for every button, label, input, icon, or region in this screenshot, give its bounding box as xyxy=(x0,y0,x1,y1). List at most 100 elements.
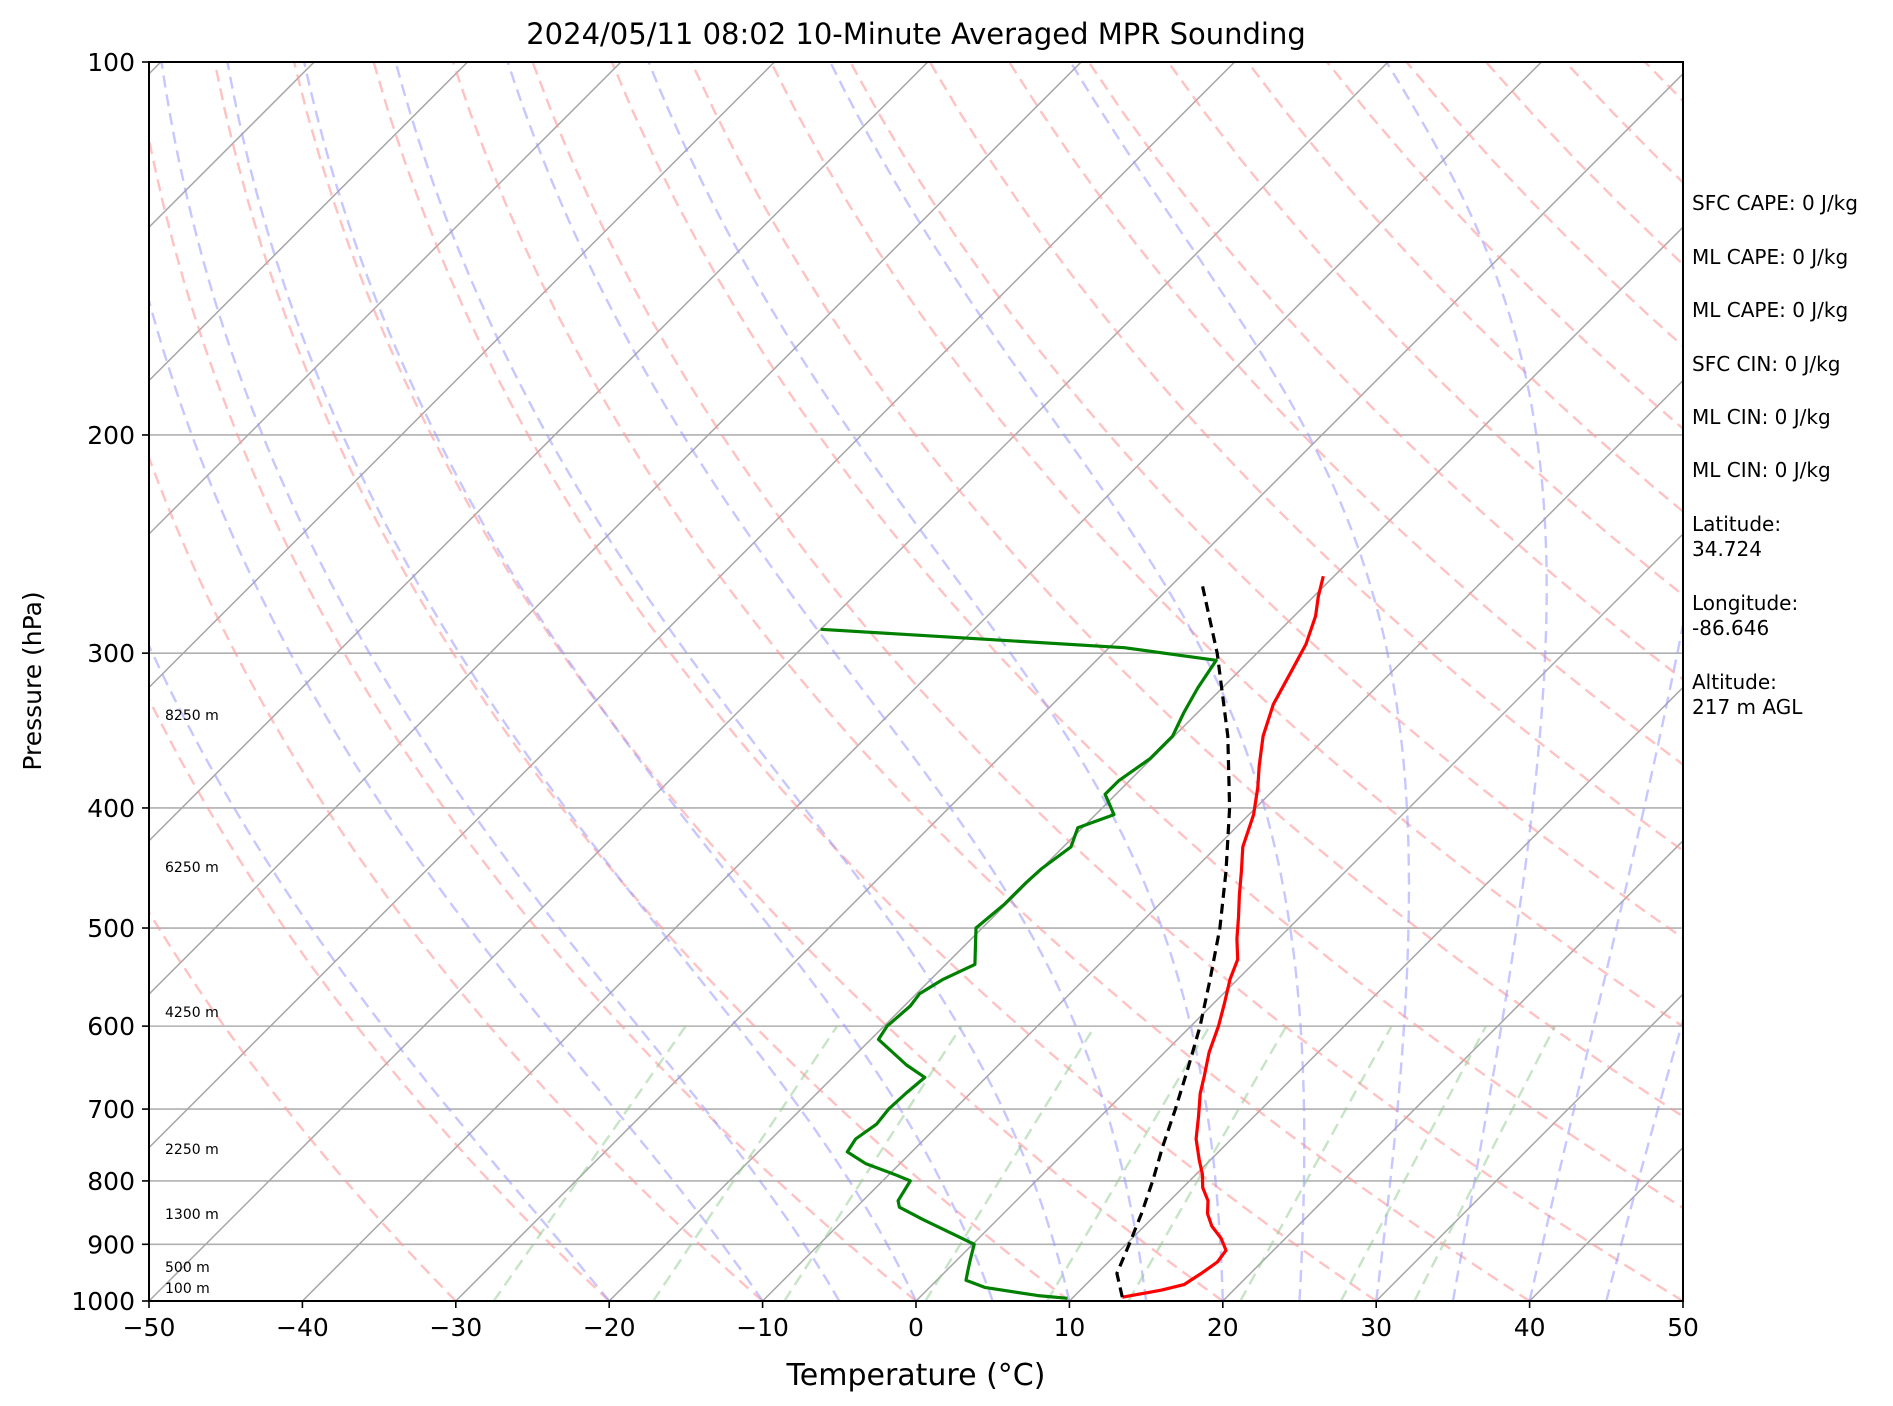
dry-adiabat-line xyxy=(372,62,1377,1301)
dry-adiabat-line xyxy=(149,454,764,1301)
axes: −50 −40 −30 −20 −10 0 10 20 30 40 50 1000 900 800 700 6… xyxy=(71,48,1699,1342)
y-tick-label: 300 xyxy=(87,639,135,668)
chart-title: 2024/05/11 08:02 10-Minute Averaged MPR … xyxy=(526,17,1306,51)
x-tick-label: −10 xyxy=(736,1313,789,1342)
dry-adiabat-line xyxy=(149,696,611,1301)
ml-cape-text: ML CAPE: 0 J/kg xyxy=(1692,245,1849,269)
reference-lines xyxy=(0,62,1683,1301)
x-tick-label: 50 xyxy=(1667,1313,1699,1342)
isotherm-line xyxy=(915,532,1683,1301)
isotherm-line xyxy=(301,62,1542,1301)
dry-adiabat-line xyxy=(849,62,1683,940)
x-tick-label: 30 xyxy=(1360,1313,1392,1342)
moist-adiabat-line xyxy=(394,62,1071,1301)
isotherm-line xyxy=(1222,839,1683,1301)
x-tick-label: −30 xyxy=(429,1313,482,1342)
height-label: 2250 m xyxy=(165,1142,219,1158)
x-tick-label: −50 xyxy=(123,1313,176,1342)
x-axis-label: Temperature (°C) xyxy=(786,1358,1046,1393)
y-tick-label: 800 xyxy=(87,1167,135,1196)
y-tick-label: 1000 xyxy=(71,1287,135,1316)
y-axis-label: Pressure (hPa) xyxy=(18,591,47,770)
isotherm-line xyxy=(149,62,315,229)
mixing-ratio-line xyxy=(492,1025,687,1301)
dry-adiabat-line xyxy=(149,910,457,1301)
y-tick-label: 500 xyxy=(87,914,135,943)
isotherm-line xyxy=(455,72,1683,1301)
mixing-ratio-line xyxy=(1239,1025,1393,1301)
height-label: 100 m xyxy=(165,1281,210,1297)
dry-adiabat-line xyxy=(769,62,1683,1028)
mixing-ratio-line xyxy=(652,1025,839,1301)
height-label: 6250 m xyxy=(165,860,219,876)
isotherm-line xyxy=(149,62,1236,1149)
isotherm-line xyxy=(149,62,929,842)
dewpoint-line xyxy=(820,627,1218,1300)
isotherm-line xyxy=(149,62,1082,996)
isotherm-line xyxy=(149,62,1389,1301)
dry-adiabat-line xyxy=(610,62,1683,1210)
mixing-ratio-line xyxy=(783,1025,963,1301)
isotherm-line xyxy=(149,62,775,689)
height-label: 500 m xyxy=(165,1260,210,1276)
isotherm-line xyxy=(762,379,1683,1301)
sfc-cin-text: SFC CIN: 0 J/kg xyxy=(1692,352,1841,376)
y-tick-label: 600 xyxy=(87,1012,135,1041)
temperature-line xyxy=(1122,575,1325,1299)
y-tick-label: 200 xyxy=(87,421,135,450)
mixing-ratio-line xyxy=(924,1025,1096,1301)
sfc-cape-text: SFC CAPE: 0 J/kg xyxy=(1692,191,1858,215)
dry-adiabat-line xyxy=(149,133,917,1301)
latitude-text: Latitude: 34.724 xyxy=(1692,512,1782,561)
moist-adiabat-line xyxy=(226,62,918,1301)
dry-adiabat-line xyxy=(531,62,1683,1301)
moist-adiabat-line xyxy=(829,62,1306,1301)
y-tick-label: 100 xyxy=(87,48,135,77)
dry-adiabat-line xyxy=(213,62,1071,1301)
height-label: 4250 m xyxy=(165,1005,219,1021)
x-tick-label: −20 xyxy=(583,1313,636,1342)
dry-adiabat-line xyxy=(690,62,1683,1118)
sounding-lines xyxy=(820,575,1325,1300)
ml-cin-text-2: ML CIN: 0 J/kg xyxy=(1692,458,1831,482)
mixing-ratio-line xyxy=(1339,1025,1488,1301)
height-label: 1300 m xyxy=(165,1207,219,1223)
mixing-ratio-line xyxy=(1127,1025,1288,1301)
ml-cin-text: ML CIN: 0 J/kg xyxy=(1692,405,1831,429)
moist-adiabat-line xyxy=(647,62,1224,1301)
x-tick-label: 40 xyxy=(1514,1313,1546,1342)
x-tick-label: −40 xyxy=(276,1313,329,1342)
parcel-path-line xyxy=(1115,586,1232,1298)
dry-adiabat-line xyxy=(1167,62,1683,597)
moist-adiabat-line xyxy=(1069,62,1411,1301)
isotherm-line xyxy=(149,62,469,382)
ml-cape-text-2: ML CAPE: 0 J/kg xyxy=(1692,298,1849,322)
x-tick-label: 20 xyxy=(1207,1313,1239,1342)
dry-adiabat-line xyxy=(928,62,1683,853)
dry-adiabat-line xyxy=(451,62,1531,1301)
mixing-ratio-line xyxy=(1046,1025,1211,1301)
moist-adiabat-line xyxy=(1385,62,1548,1301)
isotherm-line xyxy=(1068,686,1683,1301)
mixing-ratio-line xyxy=(1413,1025,1556,1301)
isotherm-line xyxy=(1375,993,1683,1301)
moist-adiabat-line xyxy=(1528,618,1683,1301)
x-tick-label: 10 xyxy=(1053,1313,1085,1342)
isotherm-line xyxy=(149,62,622,536)
y-tick-label: 400 xyxy=(87,794,135,823)
plot-frame xyxy=(148,61,1684,1302)
y-tick-label: 700 xyxy=(87,1095,135,1124)
height-labels: 100 m 500 m 1300 m 2250 m 4250 m 6250 m 8250 m xyxy=(165,708,219,1297)
dry-adiabat-line xyxy=(292,62,1224,1301)
dry-adiabat-line xyxy=(1008,62,1683,767)
y-tick-label: 900 xyxy=(87,1230,135,1259)
isotherm-line xyxy=(0,62,7,1301)
moist-adiabat-line xyxy=(160,62,841,1301)
moist-adiabat-line xyxy=(149,296,764,1301)
altitude-text: Altitude: 217 m AGL xyxy=(1692,670,1803,719)
moist-adiabat-line xyxy=(302,62,994,1301)
height-label: 8250 m xyxy=(165,708,219,724)
x-tick-label: 0 xyxy=(908,1313,924,1342)
isotherm-line xyxy=(608,226,1683,1301)
